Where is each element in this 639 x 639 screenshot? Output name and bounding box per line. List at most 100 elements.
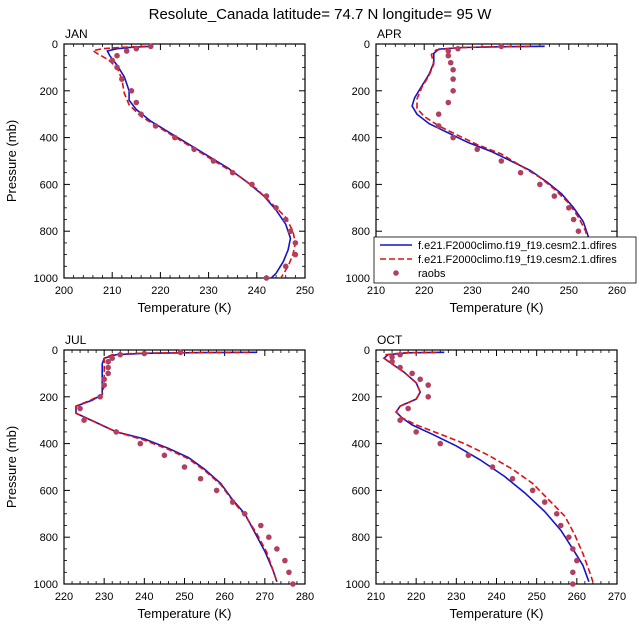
y-tick-label: 400 [40,133,58,145]
model-line-dashed [90,45,297,278]
raobs-point [290,581,296,587]
raobs-point [553,511,560,517]
raobs-point [105,364,111,371]
raobs-point [109,57,115,64]
raobs-point [181,464,188,470]
raobs-point [575,228,582,234]
x-tick-label: 220 [55,591,73,603]
legend-box [373,236,637,284]
x-tick-label: 210 [367,591,385,603]
x-tick-label: 230 [447,591,465,603]
y-tick-label: 0 [52,39,58,51]
x-tick-label: 260 [568,591,586,603]
raobs-point [566,205,572,211]
x-tick-label: 250 [175,591,193,603]
x-tick-label: 260 [608,285,626,297]
y-tick-label: 800 [40,532,58,544]
y-tick-label: 1000 [34,273,58,285]
raobs-point [570,581,576,587]
raobs-point [498,158,505,164]
raobs-point [109,355,115,361]
model-line-solid [382,351,590,582]
raobs-point [417,376,423,383]
x-tick-label: 240 [248,285,266,297]
raobs-point [445,52,452,59]
y-tick-label: 800 [352,532,370,544]
raobs-point [101,382,107,388]
raobs-point [197,475,204,482]
y-tick-label: 200 [40,392,58,404]
raobs-point [133,99,140,106]
raobs-point [101,376,107,383]
raobs-point [397,417,403,424]
y-tick-label: 0 [364,39,370,51]
legend-swatch-dot [393,270,399,276]
raobs-point [282,263,289,270]
raobs-point [105,370,111,377]
x-axis-label: Temperature (K) [450,300,544,315]
legend-entry-label: raobs [418,268,446,280]
raobs-point [137,440,144,447]
raobs-point [258,522,264,529]
y-tick-label: 1000 [346,273,370,285]
raobs-point [557,522,564,529]
x-tick-label: 230 [199,285,217,297]
x-tick-label: 210 [103,285,121,297]
x-tick-label: 240 [487,591,505,603]
raobs-point [292,240,299,246]
raobs-point [147,43,154,50]
x-tick-label: 230 [95,591,113,603]
raobs-point [435,123,442,129]
raobs-point [447,59,454,66]
y-tick-label: 1000 [346,579,370,591]
x-tick-label: 250 [560,285,578,297]
raobs-point [397,351,403,358]
y-tick-label: 600 [40,485,58,497]
raobs-point [570,569,576,576]
raobs-point [413,429,419,435]
x-tick-label: 220 [407,591,425,603]
y-tick-label: 1000 [34,579,58,591]
x-tick-label: 210 [367,285,385,297]
raobs-point [405,405,411,412]
x-tick-label: 260 [215,591,233,603]
y-tick-label: 0 [52,345,58,357]
y-tick-label: 400 [352,133,370,145]
raobs-point [172,134,178,141]
raobs-point [498,43,505,50]
y-tick-label: 200 [352,392,370,404]
panel-label: OCT [377,333,403,347]
x-axis-label: Temperature (K) [450,606,544,621]
series-group [411,45,594,278]
x-tick-label: 270 [608,591,626,603]
raobs-point [425,382,432,388]
raobs-point [489,464,496,470]
panel-jul: JUL 220 230 240 250 260 270 280 0 200 400 600 800 100… [4,333,314,621]
x-tick-label: 270 [256,591,274,603]
raobs-point [117,351,124,358]
raobs-point [450,134,456,141]
raobs-point [97,394,103,400]
raobs-point [529,487,536,494]
raobs-point [105,358,111,365]
y-tick-label: 0 [364,345,370,357]
raobs-point [113,429,120,435]
raobs-point [570,216,577,223]
panel-label: JUL [65,333,87,347]
raobs-point [397,364,403,371]
raobs-point [292,251,299,258]
raobs-point [455,45,461,52]
raobs-point [114,64,120,71]
raobs-point [123,48,130,54]
raobs-point [409,370,415,377]
panels: JAN 200 210 220 230 240 250 0 200 400 600 800 1000 Te… [4,27,626,621]
x-tick-label: 280 [296,591,314,603]
y-tick-label: 800 [352,226,370,238]
raobs-point [249,181,255,188]
x-tick-label: 220 [151,285,169,297]
x-tick-label: 220 [415,285,433,297]
x-tick-label: 230 [463,285,481,297]
raobs-point [138,111,144,117]
y-tick-label: 800 [40,226,58,238]
